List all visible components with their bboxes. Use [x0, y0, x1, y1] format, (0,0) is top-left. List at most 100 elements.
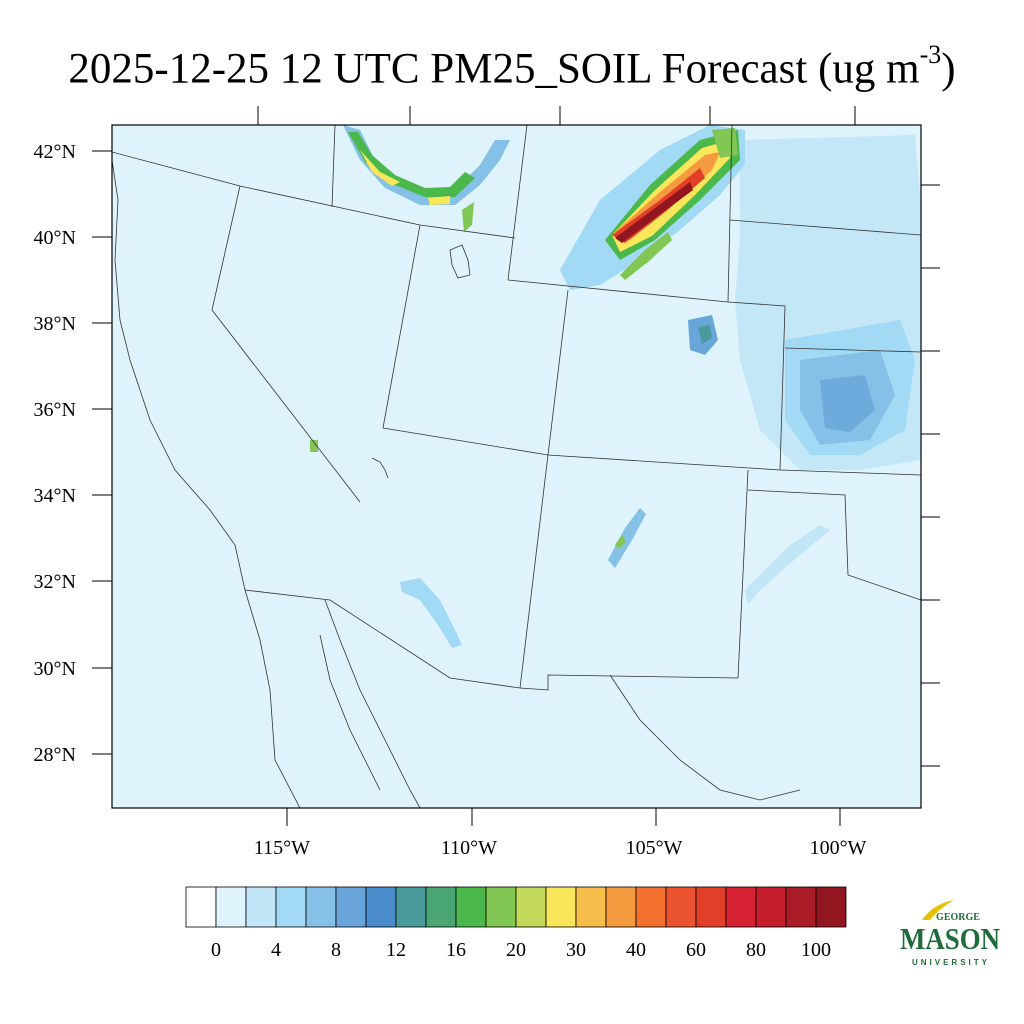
- colorbar-swatch: [275, 886, 307, 928]
- border-us-mex: [244, 589, 521, 689]
- george-mason-logo: GEORGE MASON UNIVERSITY: [900, 900, 1000, 967]
- colorbar-swatch: [485, 886, 517, 928]
- boundaries: [112, 125, 921, 808]
- logo-line1: GEORGE: [936, 912, 980, 923]
- colorbar-label: 8: [331, 939, 341, 961]
- colorbar-swatch: [365, 886, 397, 928]
- lat-label: 28°N: [34, 744, 76, 766]
- map-title: 2025-12-25 12 UTC PM25_SOIL Forecast (ug…: [68, 40, 956, 93]
- plume-idaho-arc-core2: [428, 196, 450, 205]
- plume-newmexico-core: [615, 535, 626, 549]
- border-rio-grande: [609, 674, 801, 801]
- concentration-field: [310, 125, 921, 648]
- colorbar-label: 16: [446, 939, 466, 961]
- plume-texas: [745, 525, 830, 605]
- colorbar-swatch: [725, 886, 757, 928]
- colorbar-swatch: [185, 886, 217, 928]
- colorbar-label: 30: [566, 939, 586, 961]
- colorbar-label: 40: [626, 939, 646, 961]
- border-nm-south: [519, 674, 739, 691]
- plume-kansas-center: [820, 375, 875, 432]
- colorbar-labels: 0 4 8 12 16 20 30 40 60 80 100: [211, 939, 831, 961]
- border-nv-ut: [382, 224, 421, 429]
- plume-idaho-arc-inner: [348, 132, 475, 197]
- lon-label: 105°W: [626, 837, 683, 859]
- logo-line2: MASON: [900, 921, 1000, 956]
- lon-label: 110°W: [441, 837, 497, 859]
- border-wy-east: [727, 125, 733, 303]
- border-ut-co: [547, 289, 569, 456]
- lon-label: 115°W: [254, 837, 310, 859]
- border-or-ca-nv: [112, 151, 516, 239]
- colorbar-swatch: [605, 886, 637, 928]
- colorbar-swatch: [575, 886, 607, 928]
- colorbar-swatch: [425, 886, 457, 928]
- colorbar-swatch: [785, 886, 817, 928]
- colorbar-swatch: [755, 886, 787, 928]
- border-id-nv: [211, 185, 241, 311]
- colorbar-swatch: [395, 886, 427, 928]
- plume-colorado-core: [698, 325, 712, 344]
- colorbar-swatch: [695, 886, 727, 928]
- border-az-nm: [519, 454, 549, 689]
- coast-gulf: [324, 599, 421, 808]
- lat-label: 32°N: [34, 571, 76, 593]
- border-ne: [729, 219, 921, 236]
- colorado-river: [371, 457, 389, 479]
- plume-wyoming-tail: [620, 232, 672, 280]
- lat-label: 30°N: [34, 658, 76, 680]
- colorbar-swatch: [815, 886, 847, 928]
- border-nm-tx: [737, 469, 749, 679]
- border-id-wy: [331, 125, 336, 208]
- bottom-ticks: [286, 808, 841, 826]
- colorbar-swatch: [215, 886, 247, 928]
- plume-arizona: [400, 578, 462, 648]
- colorbar-swatch: [335, 886, 367, 928]
- colorbar-label: 60: [686, 939, 706, 961]
- right-ticks: [921, 184, 940, 767]
- border-ks-ok: [784, 347, 921, 353]
- left-ticks: [92, 150, 112, 755]
- lat-label: 38°N: [34, 313, 76, 335]
- colorbar-swatch: [545, 886, 577, 928]
- colorbar-label: 4: [271, 939, 281, 961]
- lat-label: 40°N: [34, 227, 76, 249]
- coast-california: [112, 159, 301, 808]
- colorbar-swatch: [515, 886, 547, 928]
- border-ca-nv: [211, 309, 361, 503]
- lon-labels: 115°W 110°W 105°W 100°W: [254, 837, 867, 859]
- plume-idaho-arc-core: [360, 150, 400, 186]
- colorbar-label: 20: [506, 939, 526, 961]
- colorbar: [185, 886, 847, 928]
- lat-label: 36°N: [34, 399, 76, 421]
- logo-line3: UNIVERSITY: [912, 958, 990, 967]
- plume-wyoming-darkred: [615, 182, 693, 243]
- lon-label: 100°W: [810, 837, 867, 859]
- plume-nevada-dot: [310, 440, 318, 452]
- border-co-east: [727, 301, 786, 471]
- colorbar-label: 80: [746, 939, 766, 961]
- colorbar-label: 100: [801, 939, 831, 961]
- border-wy-west: [507, 125, 528, 281]
- colorbar-swatch: [665, 886, 697, 928]
- border-wy-south: [507, 279, 729, 303]
- colorbar-swatch: [305, 886, 337, 928]
- border-tx-ok: [747, 489, 921, 601]
- lat-labels: 42°N 40°N 38°N 36°N 34°N 32°N 30°N 28°N: [34, 141, 76, 766]
- colorbar-label: 12: [386, 939, 406, 961]
- colorbar-swatch: [245, 886, 277, 928]
- plume-idaho-drip: [462, 202, 474, 232]
- lat-label: 34°N: [34, 485, 76, 507]
- great-salt-lake: [449, 244, 471, 279]
- plume-newmexico: [608, 508, 646, 568]
- lat-label: 42°N: [34, 141, 76, 163]
- colorbar-label: 0: [211, 939, 221, 961]
- logo-swoosh: [922, 900, 954, 920]
- border-ut-az: [382, 427, 921, 476]
- coast-baja: [319, 634, 381, 791]
- colorbar-swatch: [455, 886, 487, 928]
- top-ticks: [257, 106, 856, 125]
- plume-idaho-arc-outer: [343, 125, 510, 205]
- colorbar-swatch: [635, 886, 667, 928]
